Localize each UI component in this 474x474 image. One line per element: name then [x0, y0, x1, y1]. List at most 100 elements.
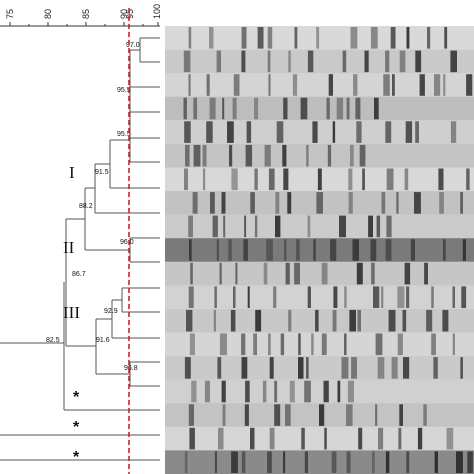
gel-band — [304, 451, 308, 473]
gel-band — [206, 121, 213, 143]
gel-band — [327, 144, 332, 167]
gel-band — [375, 404, 378, 426]
gel-band — [402, 309, 407, 332]
gel-band — [381, 192, 386, 214]
gel-band — [443, 239, 446, 261]
gel-band — [356, 121, 362, 143]
gel-band — [450, 121, 457, 143]
gel-band — [398, 427, 402, 450]
gel-band — [392, 74, 395, 96]
scale-label-75: 75 — [5, 9, 15, 19]
gel-band — [190, 262, 193, 285]
gel-band — [244, 215, 247, 238]
gel-band — [350, 27, 358, 49]
gel-lane — [165, 379, 474, 404]
asterisk-marker: * — [73, 419, 80, 436]
gel-lane — [165, 96, 474, 121]
gel-band — [185, 144, 190, 167]
cluster-labels: I II III — [63, 163, 80, 322]
gel-band — [221, 380, 226, 403]
gel-band — [370, 239, 377, 261]
gel-band — [404, 168, 409, 191]
gel-band — [241, 357, 248, 379]
gel-band — [193, 144, 201, 167]
gel-band — [381, 286, 384, 308]
gel-band — [342, 50, 347, 73]
node-label: 92.9 — [104, 308, 118, 315]
gel-band — [386, 215, 392, 238]
gel-band — [184, 121, 191, 143]
node-labels: 97.0 95.5 95.5 91.5 88.2 96.0 86.7 92.9 … — [46, 42, 140, 372]
gel-band — [351, 357, 357, 379]
gel-band — [399, 50, 406, 73]
gel-band — [283, 168, 289, 191]
gel-band — [315, 309, 319, 332]
gel-band — [452, 286, 455, 308]
gel-band — [348, 168, 353, 191]
gel-band — [390, 27, 396, 49]
gel-band — [233, 286, 236, 308]
gel-band — [304, 380, 311, 403]
asterisk-marker: * — [73, 389, 80, 406]
gel-band — [352, 239, 359, 261]
gel-band — [373, 286, 380, 308]
gel-lane — [165, 238, 474, 262]
gel-band — [235, 262, 238, 285]
gel-band — [378, 427, 384, 450]
gel-band — [433, 357, 438, 379]
gel-band — [456, 451, 463, 473]
gel-band — [344, 333, 347, 356]
gel-band — [383, 74, 390, 96]
gel-band — [191, 380, 197, 403]
gel-band — [216, 50, 221, 73]
gel-band — [216, 239, 219, 261]
gel-band — [385, 239, 392, 261]
gel-band — [268, 333, 271, 356]
gel-band — [203, 168, 206, 191]
gel-band — [269, 357, 274, 379]
gel-band — [227, 121, 234, 143]
gel-lane — [165, 426, 474, 451]
gel-band — [462, 239, 466, 261]
gel-band — [287, 192, 292, 214]
gel-band — [184, 451, 188, 473]
gel-band — [255, 309, 262, 332]
gel-band — [247, 286, 250, 308]
gel-band — [269, 427, 275, 450]
node-label: 95.5 — [117, 131, 131, 138]
gel-band — [330, 239, 337, 261]
scale-label-95: 95 — [125, 9, 135, 19]
gel-band — [217, 357, 222, 379]
gel-band — [344, 286, 347, 308]
gel-band — [311, 333, 314, 356]
gel-lane — [165, 73, 474, 97]
gel-band — [189, 427, 195, 450]
gel-band — [183, 97, 187, 120]
gel-band — [347, 380, 354, 403]
scale-label-80: 80 — [43, 9, 53, 19]
gel-band — [222, 97, 225, 120]
gel-band — [306, 144, 309, 167]
gel-lane — [165, 285, 474, 309]
gel-band — [228, 239, 232, 261]
gel-band — [372, 451, 375, 473]
gel-lane — [165, 49, 474, 74]
gel-band — [204, 380, 210, 403]
gel-band — [262, 380, 267, 403]
gel-band — [332, 121, 336, 143]
gel-band — [341, 357, 349, 379]
gel-band — [460, 192, 463, 214]
gel-band — [434, 451, 438, 473]
cluster-label-ii: II — [63, 238, 75, 257]
gel-band — [292, 74, 298, 96]
gel-band — [337, 380, 341, 403]
gel-band — [266, 239, 273, 261]
gel-lane — [165, 261, 474, 286]
gel-band — [257, 27, 264, 49]
gel-band — [403, 357, 410, 379]
gel-band — [419, 74, 425, 96]
gel-band — [319, 404, 325, 426]
gel-band — [460, 357, 463, 379]
gel-lane — [165, 214, 474, 239]
gel-band — [267, 50, 271, 73]
